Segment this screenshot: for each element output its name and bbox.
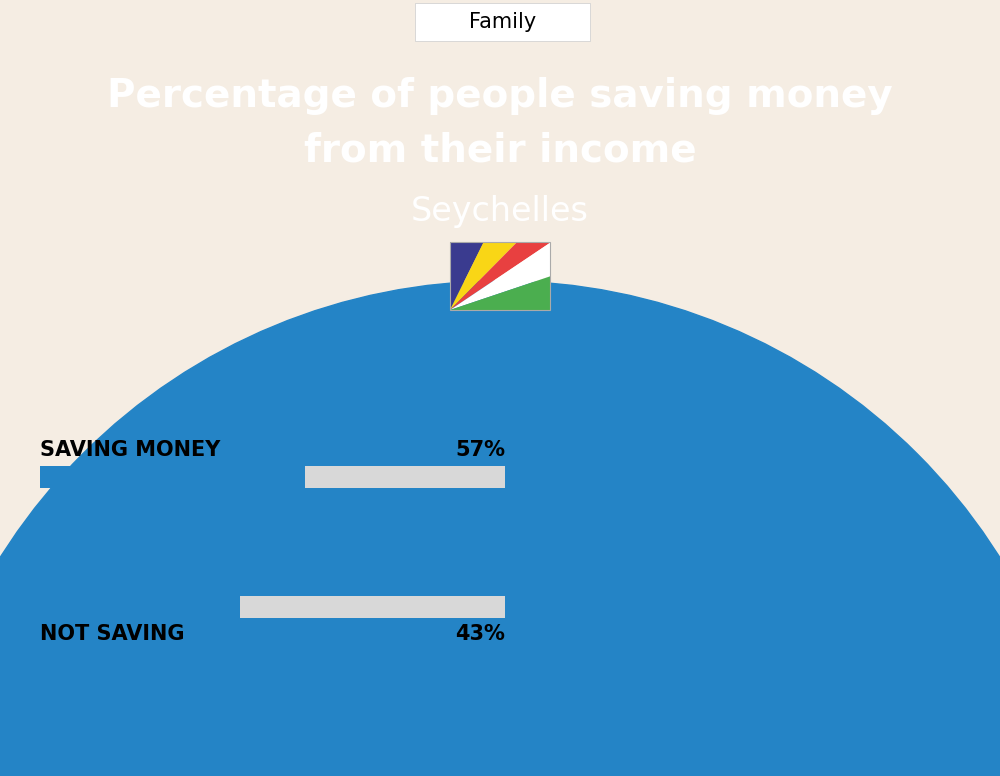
Text: Percentage of people saving money: Percentage of people saving money bbox=[107, 77, 893, 115]
Bar bbox=[450, 242, 550, 310]
Text: SAVING MONEY: SAVING MONEY bbox=[40, 440, 220, 460]
Text: 43%: 43% bbox=[455, 624, 505, 644]
Bar bbox=[40, 596, 240, 618]
Bar bbox=[305, 466, 505, 488]
Polygon shape bbox=[450, 243, 550, 310]
Circle shape bbox=[0, 281, 1000, 776]
Text: 57%: 57% bbox=[455, 440, 505, 460]
Polygon shape bbox=[450, 242, 517, 310]
FancyBboxPatch shape bbox=[415, 3, 590, 41]
Polygon shape bbox=[450, 276, 550, 310]
Polygon shape bbox=[450, 242, 484, 310]
Bar bbox=[240, 596, 505, 618]
Bar bbox=[40, 466, 305, 488]
Text: from their income: from their income bbox=[304, 132, 696, 170]
Text: Family: Family bbox=[469, 12, 536, 32]
Text: NOT SAVING: NOT SAVING bbox=[40, 624, 184, 644]
Polygon shape bbox=[450, 242, 550, 310]
Text: Seychelles: Seychelles bbox=[411, 195, 589, 227]
